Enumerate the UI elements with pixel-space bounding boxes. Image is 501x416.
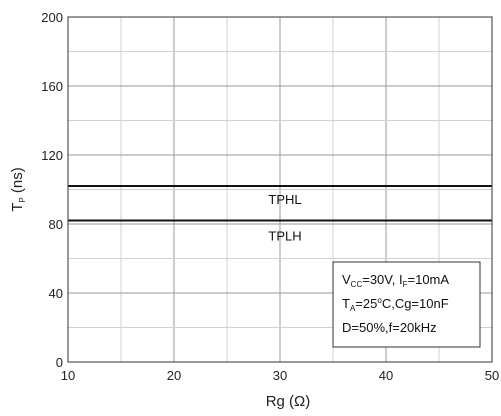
x-tick-label: 30 bbox=[273, 368, 287, 383]
y-axis-title: TP (ns) bbox=[9, 167, 27, 212]
series-group: TPHL TPLH bbox=[68, 185, 492, 244]
x-tick-label: 40 bbox=[379, 368, 393, 383]
condition-line-3: D=50%,f=20kHz bbox=[342, 320, 437, 335]
plot-frame bbox=[67, 16, 493, 363]
y-tick-label: 120 bbox=[41, 148, 63, 163]
y-axis-title-main: T bbox=[9, 203, 26, 212]
x-tick-label: 20 bbox=[167, 368, 181, 383]
conditions-box: VCC=30V, IF=10mA TA=25oC,Cg=10nF D=50%,f… bbox=[332, 261, 481, 348]
condition-line-1: VCC=30V, IF=10mA bbox=[342, 272, 449, 289]
y-tick-label: 160 bbox=[41, 79, 63, 94]
x-tick-label: 10 bbox=[61, 368, 75, 383]
tick-labels: 10 20 30 40 50 0 40 80 120 160 200 bbox=[41, 10, 499, 383]
condition-line-2: TA=25oC,Cg=10nF bbox=[342, 296, 449, 313]
y-tick-label: 200 bbox=[41, 10, 63, 25]
grid bbox=[67, 16, 493, 363]
series-label-tphl: TPHL bbox=[268, 192, 301, 207]
y-axis-title-unit: (ns) bbox=[9, 167, 26, 197]
y-tick-label: 40 bbox=[49, 286, 63, 301]
y-tick-label: 0 bbox=[56, 355, 63, 370]
x-axis-title: Rg (Ω) bbox=[266, 393, 311, 410]
y-tick-label: 80 bbox=[49, 217, 63, 232]
conditions-box-frame bbox=[332, 261, 481, 348]
y-axis-title-sub: P bbox=[18, 197, 27, 202]
x-tick-label: 50 bbox=[485, 368, 499, 383]
series-label-tplh: TPLH bbox=[268, 229, 301, 244]
